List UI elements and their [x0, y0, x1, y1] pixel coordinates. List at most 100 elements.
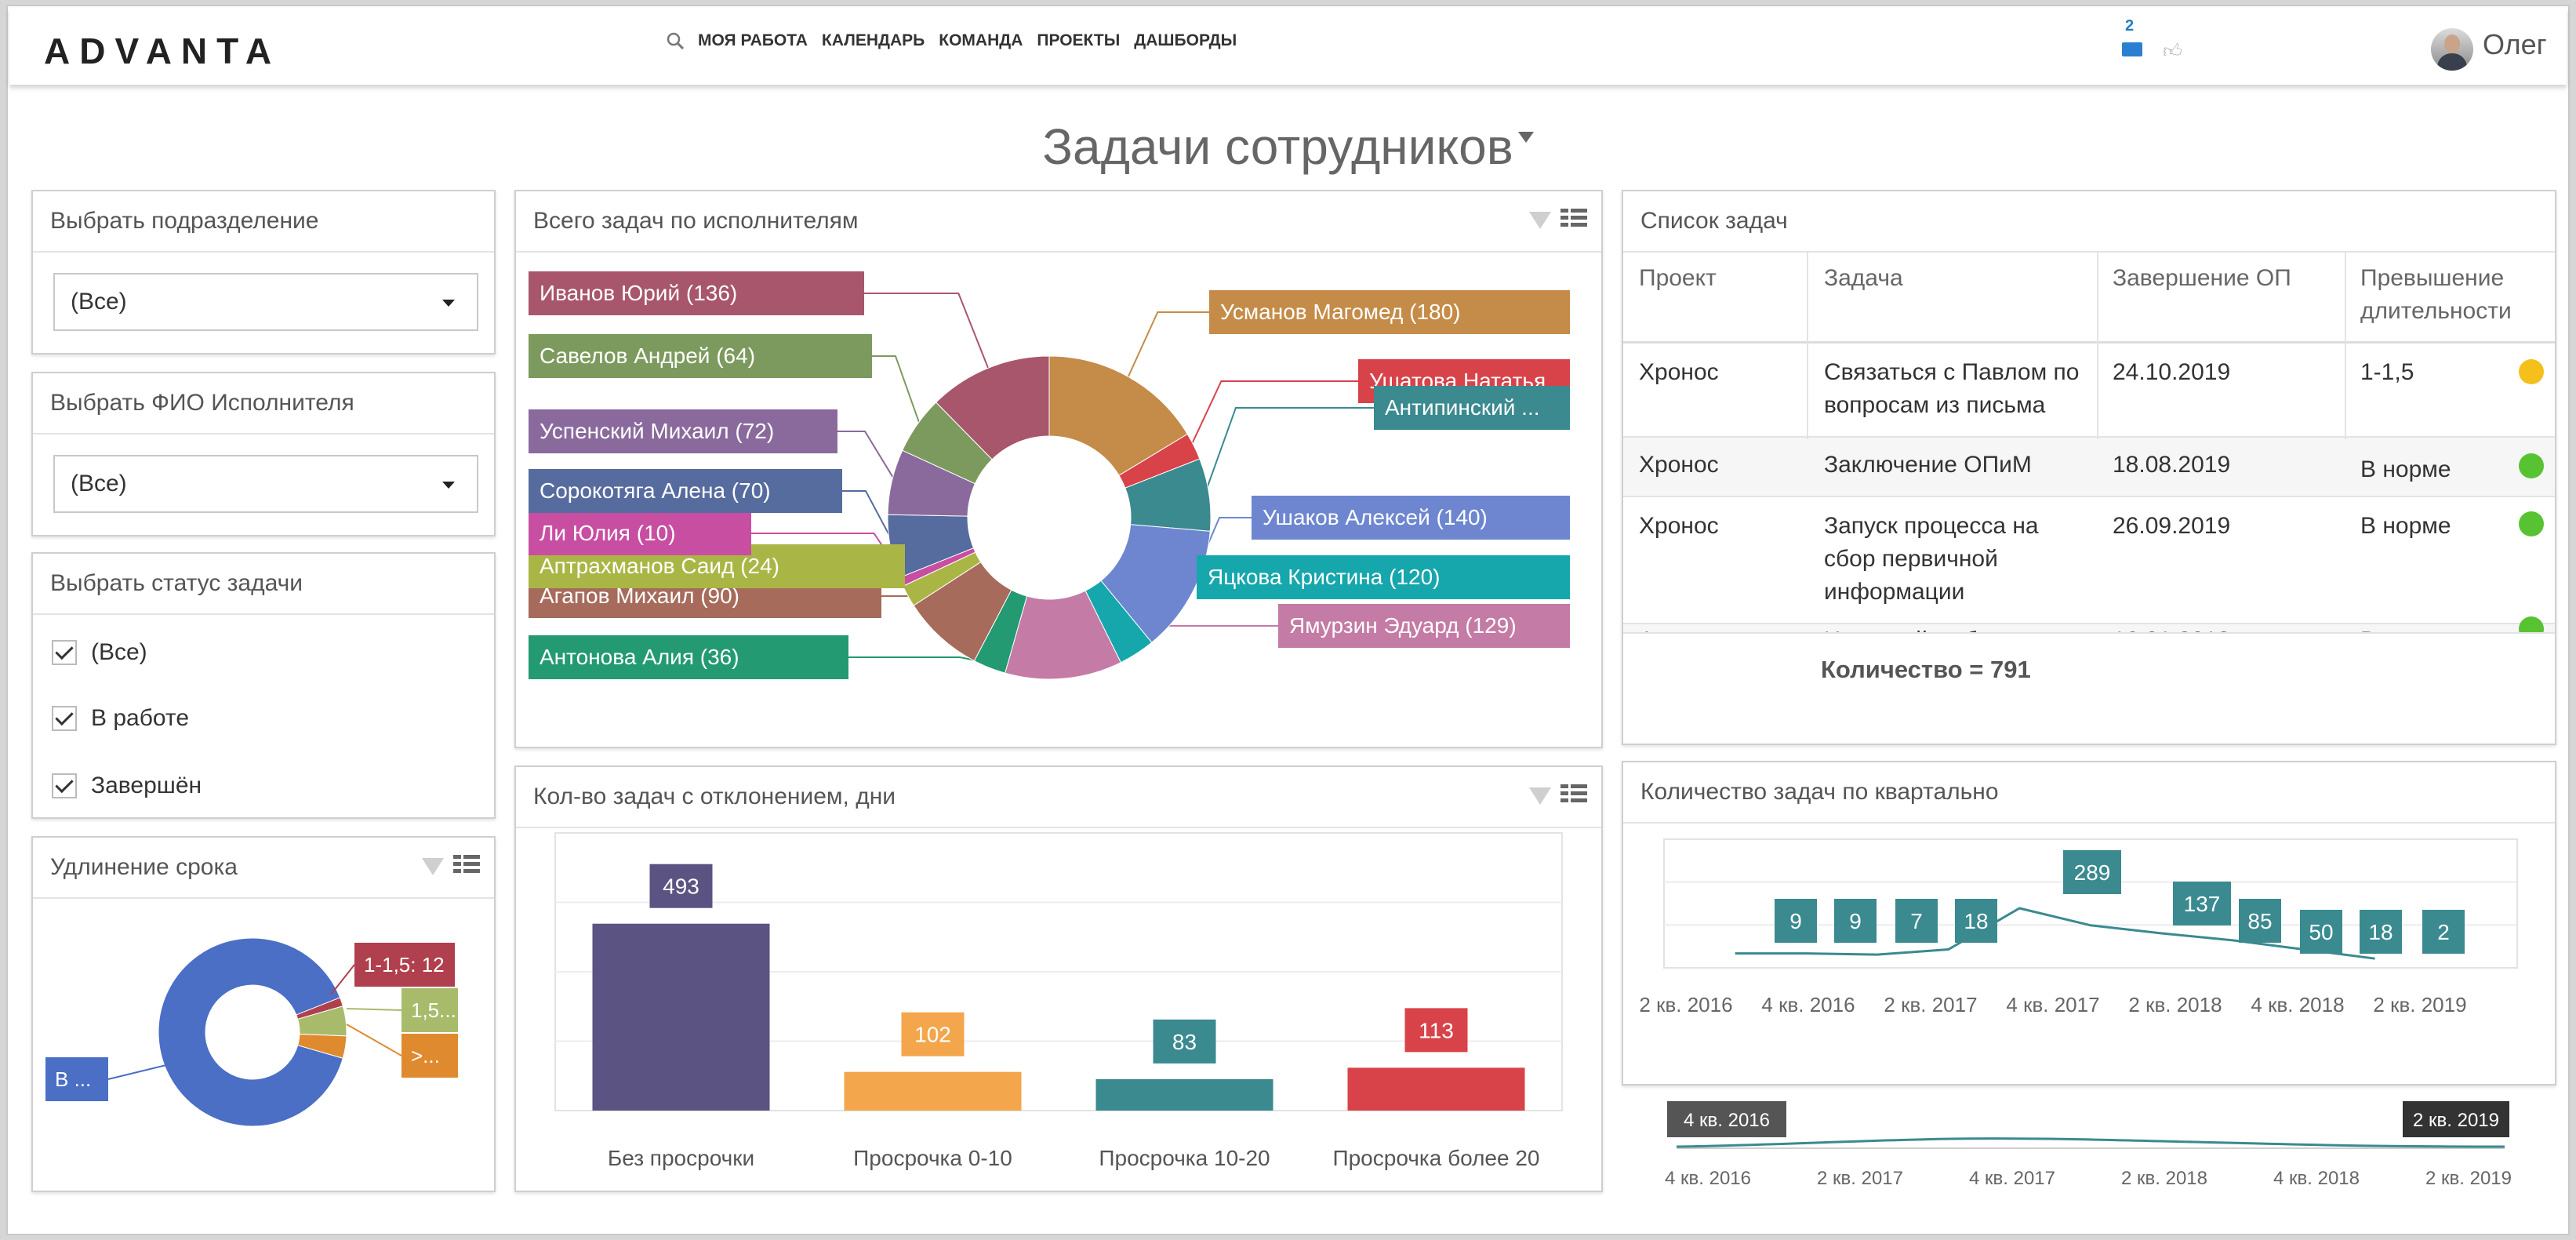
filter-icon[interactable]	[1529, 212, 1551, 229]
leader-line	[346, 1008, 402, 1011]
range-start-handle	[1667, 1101, 1786, 1137]
data-label-box	[1955, 899, 1997, 943]
filter-icon[interactable]	[422, 858, 444, 875]
range-tick-label: 4 кв. 2018	[2273, 1168, 2360, 1189]
slice-label: Усманов Магомед (180)	[1220, 300, 1461, 324]
donut-slice	[935, 355, 1050, 460]
cell-project: Хронос	[1639, 359, 1719, 385]
checkbox[interactable]	[52, 640, 77, 665]
x-tick-label: 2 кв. 2018	[2128, 993, 2222, 1016]
bar	[1095, 1078, 1273, 1111]
task-table: Проект Задача Завершение ОП Превышение д…	[1623, 251, 2555, 632]
slice-label: Савелов Андрей (64)	[540, 344, 755, 368]
mail-notifications[interactable]: 2	[2119, 17, 2147, 64]
cell-task: Запуск процесса на сбор первичной информ…	[1824, 513, 2039, 605]
status-dot-icon	[2519, 511, 2544, 536]
division-select[interactable]: (Все)	[53, 273, 478, 331]
status-option-all[interactable]: (Все)	[52, 637, 147, 668]
col-excess[interactable]: Превышение длительности	[2360, 265, 2512, 324]
data-label-box	[1895, 899, 1938, 943]
data-label-box	[1404, 1008, 1468, 1053]
label-box	[1252, 496, 1570, 540]
data-label-box	[2360, 910, 2402, 954]
x-tick-label: 2 кв. 2016	[1639, 993, 1732, 1016]
table-row[interactable]: Агомодатии Итоговый выбор 16.01.2018 В н…	[1623, 616, 2555, 632]
label-box	[529, 271, 864, 315]
table-row[interactable]: Хронос Запуск процесса на сбор первичной…	[1623, 497, 2555, 624]
checkbox[interactable]	[52, 706, 77, 731]
extension-chart: В ... 1-1,5: 12 1,5... >...	[45, 937, 458, 1127]
thumbs-up-icon[interactable]: 👍︎	[2163, 41, 2183, 62]
task-list-title: Список задач	[1623, 191, 2555, 253]
ext-label-box	[401, 988, 458, 1032]
nav-projects[interactable]: ПРОЕКТЫ	[1037, 31, 1121, 49]
status-option-done[interactable]: Завершён	[52, 770, 202, 802]
leader-line	[346, 1024, 402, 1056]
leader-line	[872, 355, 922, 428]
range-tick-label: 4 кв. 2016	[1665, 1168, 1751, 1189]
cell-excess: В норме	[2360, 624, 2451, 632]
status-option-in-progress[interactable]: В работе	[52, 703, 189, 734]
data-label: 85	[2247, 909, 2272, 933]
col-project[interactable]: Проект	[1639, 265, 1717, 291]
data-label-box	[901, 1012, 965, 1056]
assignee-select[interactable]: (Все)	[53, 455, 478, 513]
chevron-down-icon	[442, 300, 455, 307]
status-filter-panel: Выбрать статус задачи (Все) В работе Зав…	[31, 552, 496, 819]
range-tick-label: 2 кв. 2019	[2425, 1168, 2512, 1189]
table-row[interactable]: Хронос Связаться с Павлом по вопросам из…	[1623, 344, 2555, 438]
col-task[interactable]: Задача	[1824, 265, 1903, 291]
nav-team[interactable]: КОМАНДА	[939, 31, 1023, 49]
data-label-box	[1834, 899, 1877, 943]
title-filter-icon[interactable]	[1517, 132, 1534, 143]
mail-count-badge: 2	[2125, 17, 2135, 35]
cell-date: 16.01.2018	[2113, 624, 2230, 632]
assignee-donut-title: Всего задач по исполнителям	[516, 191, 1601, 253]
slice-label: Аптрахманов Саид (24)	[540, 554, 779, 578]
range-navigator[interactable]: 4 кв. 2016 2 кв. 2019 4 кв. 2016 2 кв. 2017…	[1622, 1098, 2556, 1200]
col-completion[interactable]: Завершение ОП	[2113, 265, 2291, 291]
mail-icon	[2122, 42, 2142, 56]
assignee-donut-panel: Всего задач по исполнителям Усманов Маго…	[514, 190, 1603, 748]
category-label: Просрочка 10-20	[1099, 1146, 1270, 1170]
table-row[interactable]: Хронос Заключение ОПиМ 18.08.2019 В норм…	[1623, 438, 2555, 497]
data-label: 50	[2309, 920, 2333, 944]
data-label: 83	[1172, 1030, 1197, 1054]
label-box	[1209, 290, 1570, 334]
assignee-filter-title: Выбрать ФИО Исполнителя	[33, 373, 494, 435]
status-dot-icon	[2519, 359, 2544, 384]
data-label: 493	[663, 875, 699, 899]
label-box	[529, 635, 848, 679]
ext-label: В ...	[55, 1067, 91, 1091]
top-bar: ADVANTA МОЯ РАБОТА КАЛЕНДАРЬ КОМАНДА ПРО…	[9, 8, 2567, 85]
checkbox[interactable]	[52, 773, 77, 798]
table-view-icon[interactable]	[453, 855, 480, 875]
nav-calendar[interactable]: КАЛЕНДАРЬ	[821, 31, 925, 49]
nav-dashboards[interactable]: ДАШБОРДЫ	[1134, 31, 1237, 49]
data-label: 7	[1910, 909, 1923, 933]
app-logo[interactable]: ADVANTA	[44, 31, 282, 71]
slice-label: Ли Юлия (10)	[540, 521, 676, 545]
leader-line	[1189, 380, 1358, 449]
table-view-icon[interactable]	[1560, 209, 1587, 229]
slice-label: Антонова Алия (36)	[540, 645, 739, 669]
filter-icon[interactable]	[1529, 787, 1551, 805]
cell-date: 26.09.2019	[2113, 513, 2231, 539]
nav-my-work[interactable]: МОЯ РАБОТА	[698, 31, 808, 49]
range-start-label: 4 кв. 2016	[1684, 1110, 1770, 1131]
cell-date: 24.10.2019	[2113, 359, 2231, 385]
table-view-icon[interactable]	[1560, 784, 1587, 805]
slice-label: Антипинский ...	[1385, 395, 1540, 420]
data-label: 2	[2437, 920, 2450, 944]
data-label: 102	[914, 1023, 951, 1047]
bar	[592, 923, 770, 1111]
label-box	[529, 409, 837, 453]
slice-label: Яцкова Кристина (120)	[1208, 565, 1440, 589]
cell-excess: В норме	[2360, 513, 2451, 539]
search-icon[interactable]	[667, 32, 684, 49]
user-name[interactable]: Олег	[2483, 28, 2547, 60]
data-label-box	[1775, 899, 1817, 943]
ext-label: 1,5...	[411, 998, 456, 1022]
user-avatar[interactable]	[2431, 28, 2473, 71]
data-label: 113	[1419, 1018, 1454, 1042]
